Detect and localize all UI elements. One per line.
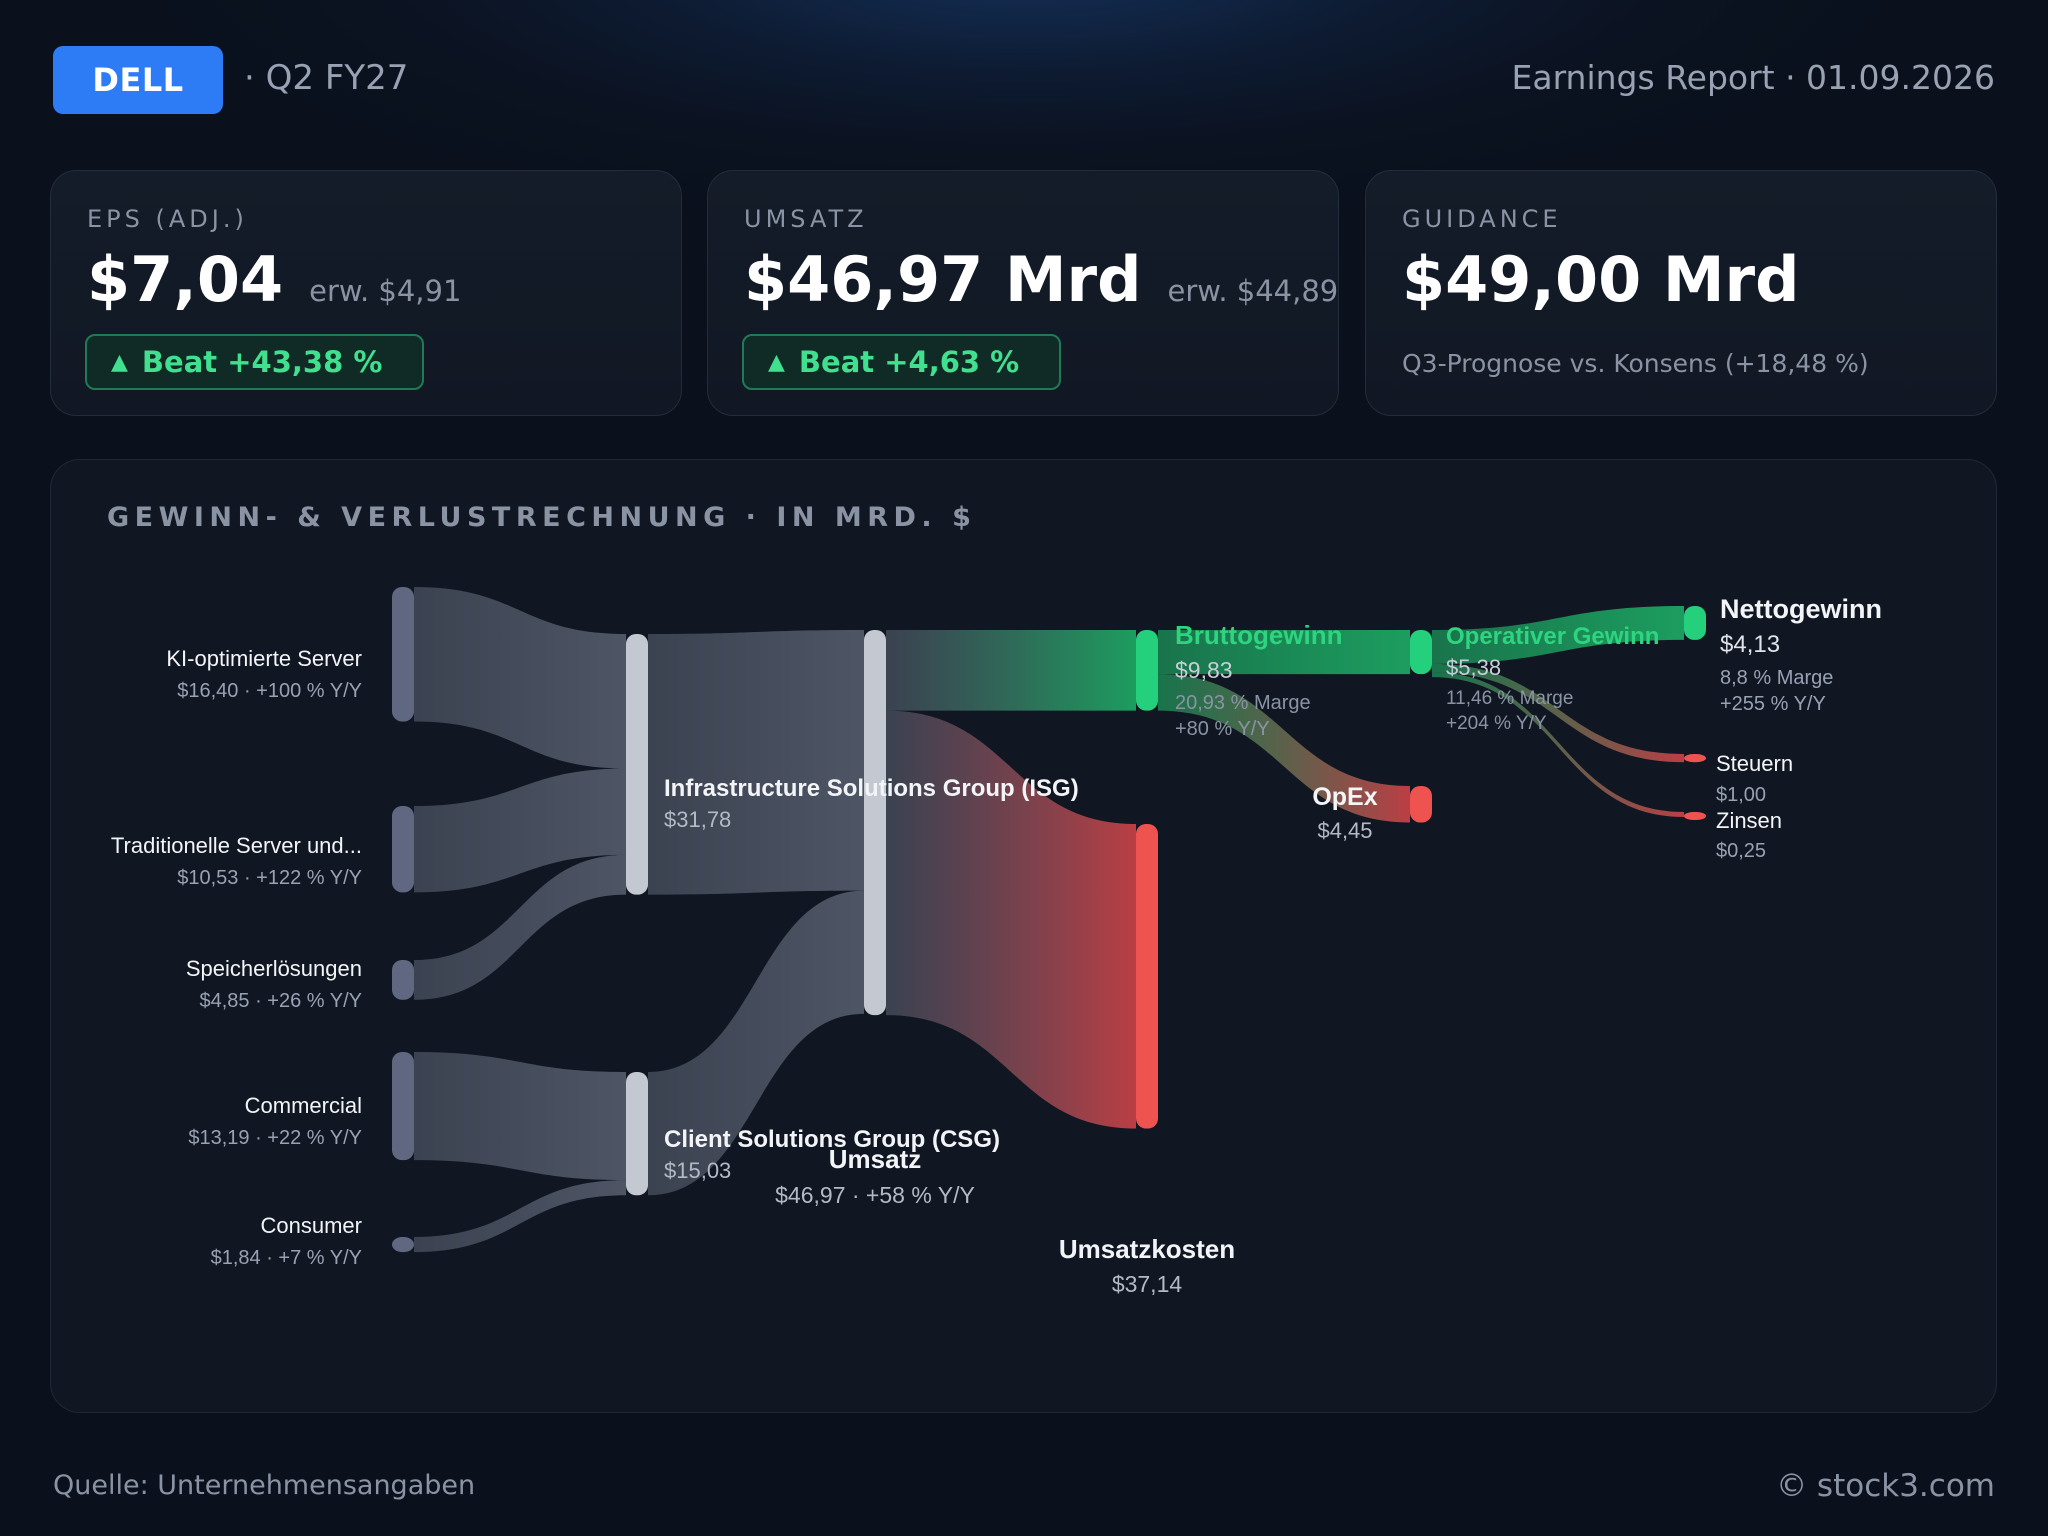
value-csg: $15,03 xyxy=(664,1158,731,1183)
eps-label: EPS (ADJ.) xyxy=(87,205,248,233)
link-op-tax xyxy=(1432,663,1684,763)
value-trad: $10,53 · +122 % Y/Y xyxy=(177,867,362,889)
guidance-label: GUIDANCE xyxy=(1402,205,1562,233)
node-rev xyxy=(864,630,886,1016)
label-gp: Bruttogewinn xyxy=(1175,620,1343,650)
revenue-value-row: $46,97 Mrd erw. $44,89 xyxy=(744,243,1338,316)
value-tax: $1,00 xyxy=(1716,784,1766,806)
node-com xyxy=(392,1052,414,1161)
fiscal-period: · Q2 FY27 xyxy=(244,58,409,98)
value-opex: $4,45 xyxy=(1317,818,1372,843)
revenue-beat-text: Beat +4,63 % xyxy=(798,345,1020,379)
value-op: $5,38 xyxy=(1446,655,1501,680)
margin-gp: 20,93 % Marge xyxy=(1175,692,1311,714)
value-rev: $46,97 · +58 % Y/Y xyxy=(775,1182,975,1208)
node-isg xyxy=(626,634,648,895)
link-ki-isg xyxy=(414,587,626,769)
panel-title: GEWINN- & VERLUSTRECHNUNG · IN MRD. $ xyxy=(107,502,977,533)
sankey-links xyxy=(414,587,1684,1253)
ticker-badge: DELL xyxy=(53,46,223,114)
label-op: Operativer Gewinn xyxy=(1446,623,1659,650)
node-cogs xyxy=(1136,824,1158,1129)
link-rev-cogs xyxy=(886,710,1136,1129)
node-tax xyxy=(1684,754,1706,763)
link-csg-rev xyxy=(648,890,864,1196)
value-com: $13,19 · +22 % Y/Y xyxy=(188,1127,362,1149)
revenue-value: $46,97 Mrd xyxy=(744,243,1142,316)
report-date: Earnings Report · 01.09.2026 xyxy=(1511,58,1996,97)
value-int: $0,25 xyxy=(1716,840,1766,862)
yoy-net: +255 % Y/Y xyxy=(1720,693,1826,715)
label-trad: Traditionelle Server und... xyxy=(111,833,362,858)
link-con-csg xyxy=(414,1180,626,1253)
value-net: $4,13 xyxy=(1720,631,1780,658)
copyright: © stock3.com xyxy=(1776,1468,1995,1504)
label-net: Nettogewinn xyxy=(1720,594,1882,624)
value-con: $1,84 · +7 % Y/Y xyxy=(211,1247,362,1269)
value-spe: $4,85 · +26 % Y/Y xyxy=(199,990,362,1012)
link-op-net xyxy=(1432,606,1684,664)
node-csg xyxy=(626,1072,648,1196)
label-spe: Speicherlösungen xyxy=(186,956,362,981)
ticker-symbol: DELL xyxy=(92,61,184,99)
node-opex xyxy=(1410,786,1432,823)
node-trad xyxy=(392,806,414,893)
label-int: Zinsen xyxy=(1716,808,1782,833)
yoy-gp: +80 % Y/Y xyxy=(1175,718,1270,740)
revenue-card: UMSATZ $46,97 Mrd erw. $44,89 ▲ Beat +4,63… xyxy=(707,170,1339,416)
guidance-value: $49,00 Mrd xyxy=(1402,243,1800,316)
link-gp-opex xyxy=(1158,674,1410,823)
node-int xyxy=(1684,812,1706,820)
link-rev-gp xyxy=(886,630,1136,711)
revenue-label: UMSATZ xyxy=(744,205,868,233)
label-isg: Infrastructure Solutions Group (ISG) xyxy=(664,775,1079,802)
margin-op: 11,46 % Marge xyxy=(1446,688,1573,709)
eps-value: $7,04 xyxy=(87,243,284,316)
triangle-up-icon: ▲ xyxy=(768,349,785,375)
link-gp-op xyxy=(1158,630,1410,675)
label-cogs: Umsatzkosten xyxy=(1059,1234,1235,1264)
label-rev: Umsatz xyxy=(829,1144,921,1174)
label-com: Commercial xyxy=(245,1093,362,1118)
label-con: Consumer xyxy=(261,1213,362,1238)
label-csg: Client Solutions Group (CSG) xyxy=(664,1126,1000,1153)
value-ki: $16,40 · +100 % Y/Y xyxy=(177,680,362,702)
node-con xyxy=(392,1237,414,1253)
eps-card: EPS (ADJ.) $7,04 erw. $4,91 ▲ Beat +43,38 … xyxy=(50,170,682,416)
label-tax: Steuern xyxy=(1716,751,1793,776)
revenue-expected: erw. $44,89 xyxy=(1167,274,1339,308)
link-isg-rev xyxy=(648,630,864,895)
link-op-int xyxy=(1432,672,1684,817)
margin-net: 8,8 % Marge xyxy=(1720,667,1833,689)
label-opex: OpEx xyxy=(1312,783,1377,811)
node-gp xyxy=(1136,630,1158,711)
sankey-nodes xyxy=(392,587,1706,1253)
guidance-card: GUIDANCE $49,00 Mrd Q3-Prognose vs. Kons… xyxy=(1365,170,1997,416)
sankey-labels: KI-optimierte Server $16,40 · +100 % Y/Y T… xyxy=(111,594,1882,1297)
source-note: Quelle: Unternehmensangaben xyxy=(53,1470,476,1501)
eps-beat-text: Beat +43,38 % xyxy=(141,345,383,379)
node-net xyxy=(1684,606,1706,640)
link-com-csg xyxy=(414,1052,626,1181)
revenue-beat-badge: ▲ Beat +4,63 % xyxy=(742,334,1062,390)
node-ki xyxy=(392,587,414,722)
link-trad-isg xyxy=(414,768,626,893)
node-spe xyxy=(392,960,414,1000)
value-isg: $31,78 xyxy=(664,807,731,832)
node-op xyxy=(1410,630,1432,675)
eps-beat-badge: ▲ Beat +43,38 % xyxy=(85,334,425,390)
value-gp: $9,83 xyxy=(1175,657,1233,683)
eps-value-row: $7,04 erw. $4,91 xyxy=(87,243,461,316)
label-ki: KI-optimierte Server xyxy=(166,646,362,671)
link-spe-isg xyxy=(414,854,626,1000)
value-cogs: $37,14 xyxy=(1112,1271,1183,1297)
guidance-note: Q3-Prognose vs. Konsens (+18,48 %) xyxy=(1402,349,1869,378)
triangle-up-icon: ▲ xyxy=(111,349,128,375)
yoy-op: +204 % Y/Y xyxy=(1446,713,1547,734)
eps-expected: erw. $4,91 xyxy=(309,274,462,308)
